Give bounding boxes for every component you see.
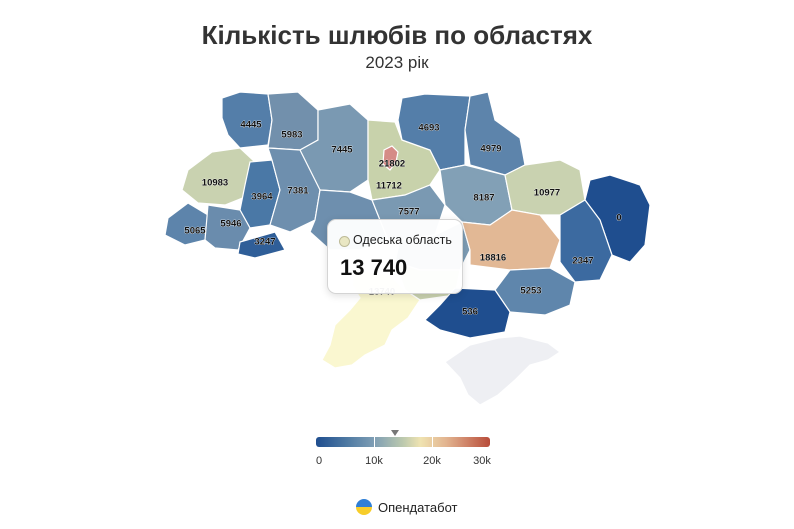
region-value-label: 5983 [281, 130, 302, 141]
brand-name: Опендатабот [378, 499, 458, 515]
legend-tick-label: 0 [315, 455, 323, 467]
region-value-label: 5065 [184, 226, 206, 237]
region-zakarpattia[interactable] [164, 202, 209, 246]
tooltip-value: 13 740 [340, 255, 408, 280]
region-dnipropetrovsk[interactable] [461, 209, 561, 271]
legend-tick-label: 30k [473, 455, 491, 467]
region-crimea[interactable] [444, 335, 562, 406]
region-value-label: 7381 [287, 186, 309, 197]
legend-gradient [316, 437, 490, 447]
region-value-label: 10983 [202, 178, 228, 189]
region-value-label: 5946 [220, 219, 241, 230]
region-value-label: 2347 [572, 256, 593, 267]
legend-tick [374, 437, 375, 447]
region-value-label: 10977 [534, 188, 560, 199]
region-sumy[interactable] [464, 91, 526, 176]
region-value-label: 7577 [398, 207, 419, 218]
region-value-label: 536 [462, 307, 478, 318]
region-value-label: 0 [616, 213, 621, 224]
region-value-label: 7445 [331, 145, 353, 156]
opendatabot-logo-icon [356, 499, 372, 515]
tooltip: Одеська область 13 740 [327, 219, 463, 294]
region-donetsk[interactable] [559, 199, 613, 283]
region-value-label: 18816 [480, 253, 506, 264]
region-value-label: 4979 [480, 144, 501, 155]
legend-tick-label: 20k [423, 455, 441, 467]
region-rivne[interactable] [267, 91, 319, 151]
region-odesa[interactable] [321, 269, 421, 369]
region-value-label: 4693 [418, 123, 439, 134]
chart-title: Кількість шлюбів по областях [201, 20, 593, 50]
legend-pointer [391, 430, 399, 436]
region-value-label: 8187 [473, 193, 494, 204]
tooltip-swatch [339, 236, 350, 247]
brand: Опендатабот [356, 498, 457, 516]
region-khmelnytskyi[interactable] [267, 147, 321, 233]
region-value-label: 4445 [240, 120, 262, 131]
region-chernivtsi[interactable] [237, 231, 286, 259]
legend-tick-label: 10k [365, 455, 383, 467]
region-value-label: 5253 [520, 286, 541, 297]
region-value-label: 21802 [379, 159, 405, 170]
region-value-label: 11712 [376, 181, 402, 192]
region-kyiv-city[interactable] [382, 145, 399, 171]
region-value-label: 3964 [251, 192, 273, 203]
region-kyiv[interactable] [367, 119, 441, 201]
tooltip-region: Одеська область [353, 233, 452, 247]
region-value-label: 3247 [254, 237, 275, 248]
chart-subtitle: 2023 рік [365, 53, 429, 72]
region-kherson[interactable] [424, 287, 511, 339]
legend-tick [432, 437, 433, 447]
region-ivano-frankivsk[interactable] [204, 204, 251, 251]
